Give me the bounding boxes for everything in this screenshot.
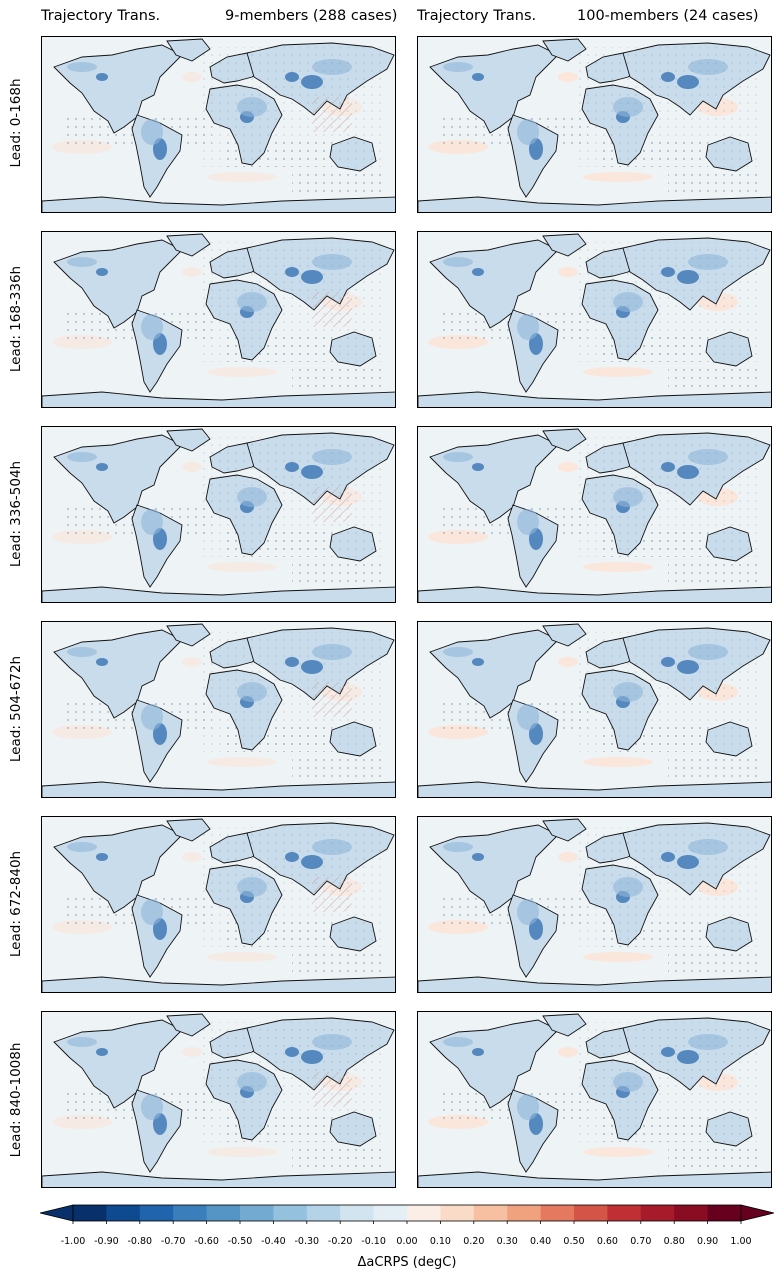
colorbar-tick-label: -0.30	[294, 1236, 320, 1247]
antarctica-outline	[418, 781, 771, 797]
greenland-outline	[166, 233, 211, 257]
map-panel-r4-c1	[41, 621, 396, 798]
row-label-text: Lead: 672-840h	[8, 850, 24, 958]
greenland-outline	[542, 233, 587, 257]
colorbar-tick-label: 0.90	[697, 1236, 719, 1247]
map-panel-r6-c2	[417, 1011, 772, 1188]
colorbar-segment	[607, 1205, 642, 1221]
colorbar-segment	[139, 1205, 174, 1221]
map-panel-r2-c2	[417, 231, 772, 408]
greenland-outline	[166, 818, 211, 842]
colorbar-segment	[440, 1205, 475, 1221]
colorbar-segment	[574, 1205, 608, 1221]
colorbar-tick-label: -0.20	[327, 1236, 353, 1247]
colorbar-tick-label: -0.60	[194, 1236, 219, 1247]
colorbar-tick-label: -1.00	[60, 1236, 86, 1247]
colorbar-segment	[73, 1205, 107, 1221]
colorbar-segment	[340, 1205, 375, 1221]
colorbar-tick-label: -0.40	[261, 1236, 286, 1247]
greenland-outline	[542, 623, 587, 647]
row-label-text: Lead: 840-1008h	[8, 1042, 24, 1158]
colorbar-segment	[640, 1205, 675, 1221]
colorbar-tick-label: -0.10	[361, 1236, 386, 1247]
row-label-text: Lead: 168-336h	[8, 265, 24, 373]
greenland-outline	[542, 38, 587, 62]
colorbar-extend-high	[740, 1204, 774, 1222]
colorbar-segment	[273, 1205, 308, 1221]
antarctica-outline	[418, 196, 771, 212]
map-panel-r1-c2	[417, 36, 772, 213]
greenland-outline	[542, 818, 587, 842]
row-label-text: Lead: 504-672h	[8, 655, 24, 763]
colorbar	[40, 1204, 774, 1224]
colorbar-tick-label: 0.00	[396, 1236, 418, 1247]
colorbar-tick-label: 1.00	[730, 1236, 752, 1247]
colorbar-tick-label: -0.50	[227, 1236, 253, 1247]
antarctica-outline	[42, 976, 395, 992]
map-panel-r6-c1	[41, 1011, 396, 1188]
antarctica-outline	[42, 1171, 395, 1187]
antarctica-outline	[418, 586, 771, 602]
colorbar-tick-label: 0.30	[496, 1236, 518, 1247]
greenland-outline	[166, 1013, 211, 1037]
col2-title-left: Trajectory Trans.	[417, 8, 537, 24]
map-panel-r3-c2	[417, 426, 772, 603]
map-panel-r5-c2	[417, 816, 772, 993]
greenland-outline	[166, 623, 211, 647]
col2-title-right: 100-members (24 cases)	[577, 8, 759, 24]
antarctica-outline	[42, 586, 395, 602]
antarctica-outline	[42, 196, 395, 212]
greenland-outline	[542, 1013, 587, 1037]
row-label-text: Lead: 0-168h	[8, 78, 24, 168]
colorbar-label: ΔaCRPS (degC)	[357, 1255, 457, 1270]
colorbar-segment	[206, 1205, 241, 1221]
colorbar-segment	[540, 1205, 575, 1221]
colorbar-segment	[240, 1205, 274, 1221]
map-panel-r4-c2	[417, 621, 772, 798]
colorbar-tick-label: 0.20	[463, 1236, 485, 1247]
colorbar-segment	[373, 1205, 408, 1221]
antarctica-outline	[42, 391, 395, 407]
colorbar-tick-label: 0.70	[630, 1236, 652, 1247]
colorbar-segment	[407, 1205, 441, 1221]
colorbar-segment	[306, 1205, 341, 1221]
colorbar-segment	[707, 1205, 742, 1221]
colorbar-tick-label: 0.10	[429, 1236, 451, 1247]
map-panel-r3-c1	[41, 426, 396, 603]
antarctica-outline	[42, 781, 395, 797]
greenland-outline	[166, 428, 211, 452]
antarctica-outline	[418, 976, 771, 992]
colorbar-tick-label: 0.40	[530, 1236, 552, 1247]
antarctica-outline	[418, 1171, 771, 1187]
row-label-text: Lead: 336-504h	[8, 460, 24, 568]
colorbar-tick-label: 0.80	[663, 1236, 685, 1247]
colorbar-segment	[674, 1205, 709, 1221]
map-panel-r2-c1	[41, 231, 396, 408]
col1-title-left: Trajectory Trans.	[41, 8, 161, 24]
colorbar-tick-label: -0.80	[127, 1236, 153, 1247]
colorbar-tick-label: 0.60	[596, 1236, 618, 1247]
map-panel-r5-c1	[41, 816, 396, 993]
colorbar-extend-low	[40, 1204, 74, 1222]
greenland-outline	[166, 38, 211, 62]
colorbar-tick-label: -0.90	[94, 1236, 119, 1247]
col1-title-right: 9-members (288 cases)	[225, 8, 398, 24]
colorbar-segment	[507, 1205, 542, 1221]
colorbar-segment	[473, 1205, 508, 1221]
colorbar-tick-label: -0.70	[160, 1236, 186, 1247]
colorbar-tick-label: 0.50	[563, 1236, 585, 1247]
colorbar-segment	[173, 1205, 208, 1221]
colorbar-segment	[106, 1205, 141, 1221]
antarctica-outline	[418, 391, 771, 407]
map-panel-r1-c1	[41, 36, 396, 213]
greenland-outline	[542, 428, 587, 452]
